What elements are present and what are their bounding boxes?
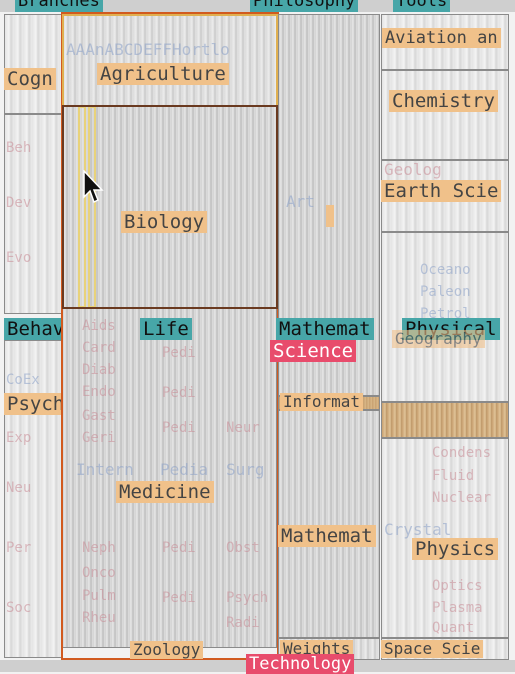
- med-faint-8: Onco: [82, 565, 116, 581]
- med-faint-15: Pedi: [162, 590, 196, 606]
- med-faint-18: Psych: [226, 590, 269, 606]
- med-faint-2: Card: [82, 340, 116, 356]
- left-faint-3: Evo: [6, 250, 32, 266]
- physics-faint-6: Quant: [432, 620, 475, 636]
- physics-faint-2: Fluid: [432, 468, 475, 484]
- med-faint-14: Pedi: [162, 540, 196, 556]
- med-faint-5: Gast: [82, 408, 116, 424]
- med-sub-3: Surg: [226, 460, 265, 479]
- medicine-label[interactable]: Medicine: [116, 481, 214, 503]
- mathematical-label[interactable]: Mathemat: [276, 318, 374, 340]
- phys-faint-1: Geolog: [384, 160, 442, 179]
- mathematics-label[interactable]: Mathemat: [278, 525, 376, 547]
- phys-faint-3: Paleon: [420, 284, 471, 300]
- biology-cell[interactable]: [62, 106, 277, 308]
- phys-faint-2: Oceano: [420, 262, 471, 278]
- agriculture-highlight: [62, 14, 278, 107]
- physics-faint-1: Condens: [432, 445, 492, 461]
- med-sub-2: Pedia: [160, 460, 209, 479]
- chemistry-label[interactable]: Chemistry: [389, 90, 498, 112]
- technology-label[interactable]: Technology: [246, 654, 355, 674]
- agriculture-label[interactable]: Agriculture: [97, 63, 229, 85]
- med-faint-4: Endo: [82, 384, 116, 400]
- physics-faint-3: Nuclear: [432, 490, 492, 506]
- physics-header-strip: [381, 402, 509, 438]
- behavioral-label[interactable]: Behav: [4, 318, 68, 340]
- left-faint-2: Dev: [6, 195, 32, 211]
- medicine-cell[interactable]: [62, 308, 277, 648]
- left-faint-7: Per: [6, 540, 32, 556]
- left-faint-8: Soc: [6, 600, 32, 616]
- mathematics-cell[interactable]: [278, 410, 380, 638]
- psych-label[interactable]: Psych: [4, 393, 68, 415]
- med-faint-16: Neur: [226, 420, 260, 436]
- geography-label[interactable]: Geography: [392, 330, 485, 348]
- space-science-label[interactable]: Space Scie: [381, 640, 484, 658]
- life-label[interactable]: Life: [140, 318, 192, 340]
- tools-label[interactable]: Tools: [393, 0, 451, 12]
- med-sub-1: Intern: [76, 460, 134, 479]
- geography-cell[interactable]: [381, 232, 509, 402]
- mouse-cursor-icon: [83, 170, 104, 204]
- information-label[interactable]: Informat: [280, 393, 364, 411]
- med-faint-13: Pedi: [162, 420, 196, 436]
- med-faint-17: Obst: [226, 540, 260, 556]
- med-faint-7: Neph: [82, 540, 116, 556]
- left-faint-4: CoEx: [6, 372, 40, 388]
- med-faint-19: Radi: [226, 615, 260, 631]
- cognitive-label[interactable]: Cogn: [4, 68, 56, 90]
- med-faint-1: Aids: [82, 318, 116, 334]
- mathematical-marker: [326, 205, 334, 227]
- chemistry-cell[interactable]: [381, 70, 509, 160]
- cognitive-cell[interactable]: [4, 14, 62, 114]
- med-faint-6: Geri: [82, 430, 116, 446]
- med-faint-3: Diab: [82, 362, 116, 378]
- left-faint-1: Beh: [6, 140, 32, 156]
- med-faint-12: Pedi: [162, 385, 196, 401]
- philosophy-label[interactable]: Philosophy: [250, 0, 359, 12]
- left-faint-5: Exp: [6, 430, 32, 446]
- biology-highlight: [62, 105, 278, 309]
- agriculture-sub: AAAnABCDEFFHortlo: [66, 40, 230, 59]
- physics-sub-crystal: Crystal: [384, 520, 452, 539]
- bio-sub-art: Art: [286, 192, 315, 211]
- physics-faint-4: Optics: [432, 578, 483, 594]
- physics-label[interactable]: Physics: [412, 538, 499, 560]
- earth-sciences-label[interactable]: Earth Scie: [381, 180, 502, 202]
- med-faint-9: Pulm: [82, 588, 116, 604]
- med-faint-10: Rheu: [82, 610, 116, 626]
- physics-faint-5: Plasma: [432, 600, 483, 616]
- weights-label[interactable]: Weights: [280, 640, 354, 658]
- science-label[interactable]: Science: [270, 340, 357, 362]
- biology-label[interactable]: Biology: [121, 211, 208, 233]
- aviation-label[interactable]: Aviation an: [382, 28, 501, 48]
- branches-label[interactable]: Branches: [15, 0, 103, 12]
- med-faint-11: Pedi: [162, 345, 196, 361]
- zoology-label[interactable]: Zoology: [130, 641, 204, 659]
- left-faint-6: Neu: [6, 480, 32, 496]
